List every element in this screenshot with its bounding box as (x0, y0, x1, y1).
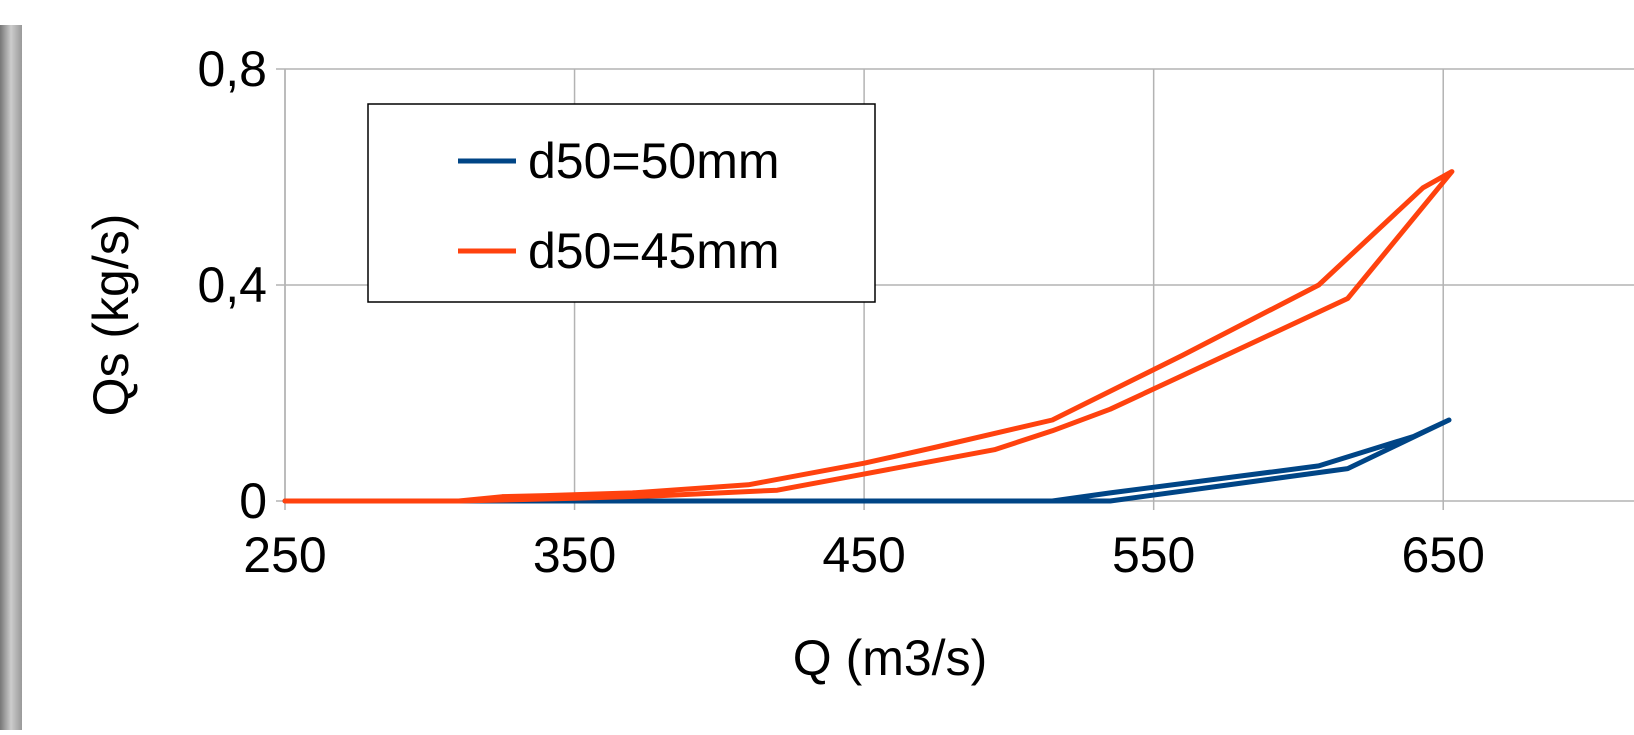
background-strip (0, 25, 22, 730)
x-tick-label: 250 (243, 527, 326, 583)
x-tick-label: 450 (822, 527, 905, 583)
x-tick-label: 350 (533, 527, 616, 583)
x-axis-label: Q (m3/s) (793, 630, 987, 686)
legend-label: d50=45mm (528, 223, 780, 279)
legend-label: d50=50mm (528, 133, 780, 189)
y-tick-label: 0,4 (197, 257, 267, 313)
x-tick-label: 550 (1112, 527, 1195, 583)
y-tick-label: 0,8 (197, 41, 267, 97)
chart: Q (m3/s) Qs (kg/s) 0 0,4 0,8 250 350 450 550 65… (0, 0, 1634, 730)
x-tick-label: 650 (1402, 527, 1485, 583)
y-axis-label: Qs (kg/s) (83, 214, 139, 417)
y-tick-label: 0 (239, 473, 267, 529)
